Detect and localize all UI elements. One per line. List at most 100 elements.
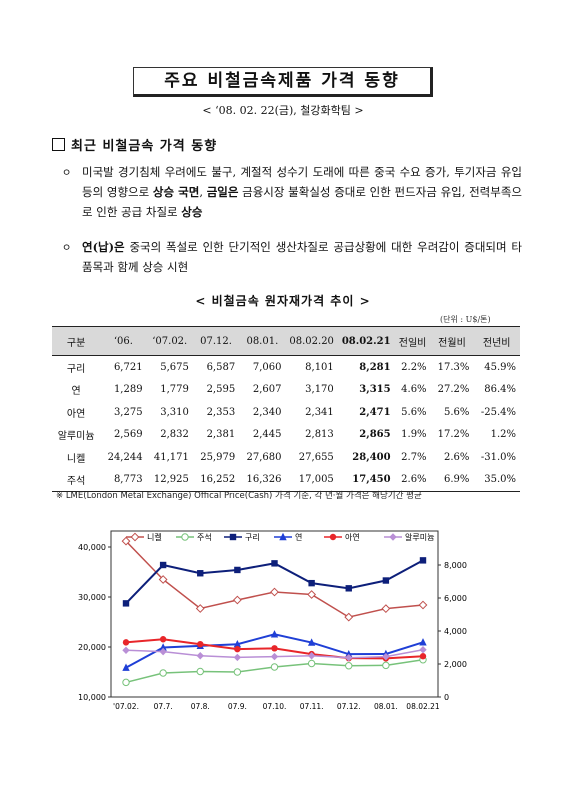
column-header: ‘06. <box>100 326 147 356</box>
table-row: 구리 6,721 5,675 6,587 7,060 8,101 8,281 2.2% 17.3… <box>52 356 520 379</box>
data-point <box>195 604 205 613</box>
table-cell: 2,607 <box>252 384 282 396</box>
x-axis-label: 07.9. <box>228 702 247 711</box>
data-point <box>345 662 353 670</box>
table-cell: 27.2% <box>437 384 470 396</box>
table-cell: 1.2% <box>490 429 516 441</box>
table-header-row: 구분 ‘06. ‘07.02. 07.12. 08.01. 08.02.20 08.02.2… <box>52 326 520 356</box>
table-cell: 5,675 <box>160 361 189 373</box>
metal-name-cell: 니켈 <box>66 453 86 465</box>
left-axis-label: 20,000 <box>78 643 106 652</box>
data-point <box>130 532 140 542</box>
legend-label: 아연 <box>345 532 360 542</box>
price-table: 구분 ‘06. ‘07.02. 07.12. 08.01. 08.02.20 08.02.2… <box>52 326 520 492</box>
table-cell: 2.7% <box>401 451 427 463</box>
table-cell: 25,979 <box>200 451 236 463</box>
metal-name-cell: 연 <box>71 386 81 398</box>
data-point <box>234 645 241 653</box>
metal-name-cell: 주석 <box>52 468 101 492</box>
table-cell: 17.3% <box>437 361 470 373</box>
table-cell: 2,340 <box>252 406 282 418</box>
table-row: 주석 8,773 12,925 16,252 16,326 17,005 17,450 2.6… <box>52 468 520 492</box>
table-row: 연 1,289 1,779 2,595 2,607 3,170 3,315 4.6% 27.2%… <box>52 379 520 402</box>
table-cell: 5.6% <box>444 406 470 418</box>
table-cell: 5.6% <box>401 406 427 418</box>
table-cell: 17,450 <box>337 468 395 492</box>
data-point <box>122 678 130 687</box>
paragraph-text: 미국발 경기침체 우려에도 불구, 계절적 성수기 도래에 따른 중국 수요 증… <box>82 162 522 222</box>
x-axis-label: 07.12. <box>337 702 361 711</box>
table-cell: 3,170 <box>305 384 334 396</box>
data-point <box>233 640 242 648</box>
data-point <box>158 575 168 584</box>
table-cell: 16,252 <box>192 468 240 492</box>
data-point <box>159 647 167 656</box>
paragraph-lead-price: ㅇ 연(납)은 중국의 폭설로 인한 단기적인 생산차질로 공급상황에 대한 우… <box>62 237 522 277</box>
table-cell: -25.4% <box>480 406 516 418</box>
price-trend-chart: 10,000 20,000 30,000 40,000 0 2,000 4,000 6,000… <box>66 519 470 719</box>
page-title: 주요 비철금속제품 가격 동향 <box>133 67 433 97</box>
column-header: 08.01. <box>239 326 286 356</box>
data-point <box>345 654 353 662</box>
x-axis-label: 07.8. <box>191 702 210 711</box>
table-cell: 24,244 <box>107 451 143 463</box>
legend-label: 연 <box>295 533 302 542</box>
table-cell: 7,060 <box>252 361 282 373</box>
table-cell: 27,655 <box>298 451 334 463</box>
section-heading: 최근 비철금속 가격 동향 <box>52 135 217 154</box>
data-point <box>279 532 287 541</box>
left-axis-label: 10,000 <box>78 693 106 702</box>
left-axis-label: 30,000 <box>78 593 106 602</box>
metal-name-cell: 구리 <box>66 363 86 375</box>
x-axis-label: 07.10. <box>263 702 287 711</box>
table-cell: 2,569 <box>113 429 143 441</box>
x-axis-label: 08.01. <box>374 702 398 711</box>
checkbox-square-icon <box>52 138 65 151</box>
data-point <box>270 663 279 671</box>
bullet-circle-icon: ㅇ <box>62 168 72 179</box>
metal-name-cell: 알루미늄 <box>57 431 95 443</box>
data-point <box>159 561 167 569</box>
legend-label: 주석 <box>197 532 212 542</box>
column-header: 구분 <box>52 326 101 356</box>
table-row: 알루미늄 2,569 2,832 2,381 2,445 2,813 2,865 1.9% 17… <box>52 424 520 447</box>
data-point <box>329 533 337 541</box>
emphasis-text: 상승 국면 <box>152 185 200 199</box>
data-point <box>382 577 390 584</box>
section-title: 최근 비철금속 가격 동향 <box>71 139 218 154</box>
table-cell: 6,587 <box>206 361 236 373</box>
data-point <box>197 570 204 577</box>
paragraph-market-overview: ㅇ 미국발 경기침체 우려에도 불구, 계절적 성수기 도래에 따른 중국 수요… <box>62 162 522 222</box>
table-cell: 2,865 <box>359 429 391 441</box>
data-point <box>122 639 130 646</box>
page-subtitle: < ‘08. 02. 22(금), 철강화학팀 > <box>202 104 364 117</box>
table-cell: 2,595 <box>206 384 236 396</box>
emphasis-text: 금일은 <box>206 185 239 199</box>
table-cell: 2,353 <box>206 406 236 418</box>
table-cell: 6,721 <box>113 361 143 373</box>
table-unit: (단위 : U$/톤) <box>440 315 491 324</box>
table-cell: 3,310 <box>160 406 189 418</box>
table-cell: 2.6% <box>444 451 470 463</box>
data-point <box>419 653 427 660</box>
body-text: 미국발 경기침체 우려에도 불구, 계절적 성수기 도래에 따른 중국 수요 증… <box>82 165 522 199</box>
data-point <box>307 659 316 668</box>
table-cell: 2,471 <box>359 406 391 418</box>
table-cell: 3,275 <box>113 406 143 418</box>
right-axis-label: 0 <box>444 693 449 702</box>
right-axis-label: 2,000 <box>444 660 467 669</box>
table-cell: -31.0% <box>480 451 516 463</box>
table-footnote: ※ LME(London Metal Exchange) Offical Pri… <box>56 491 422 501</box>
data-point <box>181 533 189 541</box>
column-header: 08.02.21 <box>337 326 395 356</box>
x-axis-label: 07.7. <box>154 702 173 711</box>
data-point <box>419 638 427 646</box>
metal-name-cell: 아연 <box>66 408 86 420</box>
table-cell: 2,832 <box>160 429 189 441</box>
data-point <box>159 643 167 651</box>
table-cell: 1.9% <box>401 429 427 441</box>
x-axis-label: '07.02. <box>113 702 139 711</box>
body-text: 금융시장 불확실성 증대로 인한 펀드자금 유입, 전력부족으로 인한 공급 차… <box>82 185 523 219</box>
table-cell: 8,281 <box>359 361 391 373</box>
emphasis-text: 연(납)은 <box>82 240 125 254</box>
